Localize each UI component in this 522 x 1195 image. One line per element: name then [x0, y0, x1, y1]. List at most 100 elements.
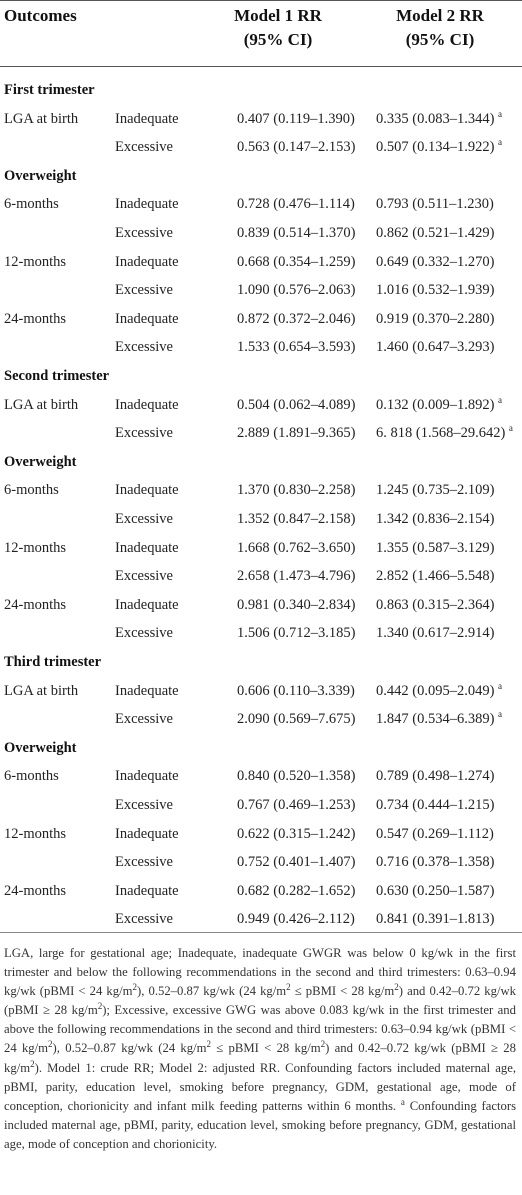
model1-rr-cell: 0.981 (0.340–2.834)	[237, 596, 356, 613]
model2-rr-value: 0.335 (0.083–1.344)	[376, 110, 495, 127]
header-bottom-rule	[0, 66, 522, 67]
model2-rr-cell: 0.919 (0.370–2.280)	[376, 305, 494, 334]
table-row: Excessive 2.658 (1.473–4.796) 2.852 (1.466…	[0, 562, 522, 591]
model1-rr-cell: 1.352 (0.847–2.158)	[237, 511, 356, 527]
footnote-text: ≤ pBMI < 28 kg/m	[211, 1041, 321, 1056]
superscript: 2	[286, 981, 291, 992]
outcome-cell: 12-months	[4, 539, 67, 556]
gwg-level-cell: Excessive	[115, 511, 173, 527]
model2-rr-cell: 1.342 (0.836–2.154)	[376, 505, 494, 534]
superscript: 2	[30, 1058, 35, 1069]
gwg-level-cell: Excessive	[115, 282, 173, 299]
model1-rr-cell: 0.752 (0.401–1.407)	[237, 854, 356, 871]
superscript: 2	[320, 1039, 326, 1050]
model2-rr-cell: 0.734 (0.444–1.215)	[376, 791, 494, 820]
gwg-level-cell: Inadequate	[115, 596, 179, 613]
section-row: Overweight	[0, 734, 522, 763]
table-row: 12-months Inadequate 0.622 (0.315–1.242) 0.…	[0, 820, 522, 849]
model1-rr-cell: 0.606 (0.110–3.339)	[237, 682, 355, 699]
gwg-level-cell: Inadequate	[115, 396, 179, 413]
gwg-level-cell: Excessive	[115, 625, 173, 642]
model2-rr-value: 2.852 (1.466–5.548)	[376, 568, 495, 585]
model1-rr-cell: 0.504 (0.062–4.089)	[237, 396, 356, 413]
model2-rr-cell: 0.649 (0.332–1.270)	[376, 248, 494, 277]
model2-rr-value: 0.442 (0.095–2.049)	[376, 682, 495, 699]
model2-rr-value: 0.789 (0.498–1.274)	[376, 768, 495, 785]
footnote-text: ) and 0.42–0.72 kg/wk (pBMI ≥ 28 kg/m	[4, 1041, 516, 1075]
footnote-marker-a: a	[498, 709, 503, 720]
model2-rr-value: 0.919 (0.370–2.280)	[376, 310, 495, 327]
table-row: Excessive 2.090 (0.569–7.675) 1.847 (0.534…	[0, 705, 522, 734]
model2-rr-value: 0.132 (0.009–1.892)	[376, 396, 495, 413]
model2-rr-value: 1.340 (0.617–2.914)	[376, 625, 495, 642]
gwg-level-cell: Excessive	[115, 711, 173, 728]
superscript: 2	[206, 1039, 212, 1050]
model2-rr-value: 1.460 (0.647–3.293)	[376, 339, 495, 356]
outcome-cell: LGA at birth	[4, 110, 79, 127]
section-title: Overweight	[4, 453, 77, 470]
gwg-level-cell: Excessive	[115, 797, 173, 813]
model2-rr-cell: 0.716 (0.378–1.358)	[376, 848, 494, 877]
outcome-cell: 24-months	[4, 310, 67, 327]
footnote-text: ), 0.52–0.87 kg/wk (24 kg/m	[137, 984, 287, 999]
model2-rr-cell: 0.335 (0.083–1.344) a	[376, 105, 502, 134]
table-row: 6-months Inadequate 1.370 (0.830–2.258) 1.2…	[0, 476, 522, 505]
outcome-cell: LGA at birth	[4, 682, 79, 699]
gwg-level-cell: Inadequate	[115, 110, 179, 127]
model1-rr-cell: 1.533 (0.654–3.593)	[237, 339, 356, 356]
gwg-level-cell: Inadequate	[115, 682, 179, 699]
table-row: Excessive 0.839 (0.514–1.370) 0.862 (0.521…	[0, 219, 522, 248]
model2-rr-cell: 0.789 (0.498–1.274)	[376, 762, 494, 791]
gwg-level-cell: Inadequate	[115, 310, 179, 327]
footnote-text: ). Model 1: crude RR; Model 2: adjusted …	[4, 1060, 516, 1113]
table-row: Excessive 1.506 (0.712–3.185) 1.340 (0.617…	[0, 619, 522, 648]
table-row: Excessive 1.352 (0.847–2.158) 1.342 (0.836…	[0, 505, 522, 534]
footnote-text: ), 0.52–0.87 kg/wk (24 kg/m	[52, 1041, 207, 1056]
footnote-text: Confounding factors included maternal ag…	[4, 1098, 517, 1151]
table-footnote: LGA, large for gestational age; Inadequa…	[4, 944, 516, 1154]
outcome-cell: LGA at birth	[4, 396, 79, 413]
footnote-marker-a: a	[498, 137, 503, 148]
model2-rr-value: 0.734 (0.444–1.215)	[376, 797, 495, 813]
model1-rr-cell: 0.839 (0.514–1.370)	[237, 225, 356, 241]
gwg-level-cell: Inadequate	[115, 482, 179, 499]
footnote-marker-a: a	[508, 423, 513, 434]
outcome-cell: 12-months	[4, 253, 67, 270]
model2-rr-value: 0.547 (0.269–1.112)	[376, 825, 494, 842]
model2-rr-cell: 1.340 (0.617–2.914)	[376, 619, 494, 648]
section-title: Overweight	[4, 167, 77, 184]
table-row: 24-months Inadequate 0.682 (0.282–1.652) 0.…	[0, 877, 522, 906]
model2-rr-cell: 0.862 (0.521–1.429)	[376, 219, 494, 248]
header-model1: Model 1 RR (95% CI)	[222, 4, 334, 52]
gwg-level-cell: Inadequate	[115, 882, 179, 899]
table-row: LGA at birth Inadequate 0.606 (0.110–3.339…	[0, 677, 522, 706]
table-row: Excessive 0.563 (0.147–2.153) 0.507 (0.134…	[0, 133, 522, 162]
model2-rr-cell: 1.355 (0.587–3.129)	[376, 534, 494, 563]
model2-rr-cell: 0.793 (0.511–1.230)	[376, 190, 494, 219]
section-row: First trimester	[0, 76, 522, 105]
header-model2: Model 2 RR (95% CI)	[376, 4, 504, 52]
header-model2-line1: Model 2 RR	[396, 6, 484, 25]
outcome-cell: 24-months	[4, 882, 67, 899]
gwg-level-cell: Excessive	[115, 339, 173, 356]
model1-rr-cell: 2.658 (1.473–4.796)	[237, 568, 356, 585]
outcome-cell: 24-months	[4, 596, 67, 613]
footnote-text: ); Excessive, excessive GWG was above 0.…	[4, 1003, 516, 1056]
model2-rr-value: 1.016 (0.532–1.939)	[376, 282, 495, 299]
superscript: 2	[48, 1039, 53, 1050]
model2-rr-value: 6. 818 (1.568–29.642)	[376, 425, 506, 442]
section-title: Third trimester	[4, 654, 102, 670]
gwg-level-cell: Inadequate	[115, 539, 179, 556]
model1-rr-cell: 0.622 (0.315–1.242)	[237, 825, 356, 842]
model1-rr-cell: 0.682 (0.282–1.652)	[237, 882, 356, 899]
model2-rr-cell: 1.460 (0.647–3.293)	[376, 333, 494, 362]
model2-rr-cell: 0.841 (0.391–1.813)	[376, 905, 494, 934]
header-model1-line2: (95% CI)	[243, 30, 313, 49]
table-row: 6-months Inadequate 0.728 (0.476–1.114) 0.7…	[0, 190, 522, 219]
section-title: Overweight	[4, 739, 77, 756]
model2-rr-cell: 0.507 (0.134–1.922) a	[376, 133, 502, 162]
model2-rr-cell: 0.132 (0.009–1.892) a	[376, 391, 502, 420]
model1-rr-cell: 1.506 (0.712–3.185)	[237, 625, 356, 642]
model1-rr-cell: 1.668 (0.762–3.650)	[237, 539, 356, 556]
